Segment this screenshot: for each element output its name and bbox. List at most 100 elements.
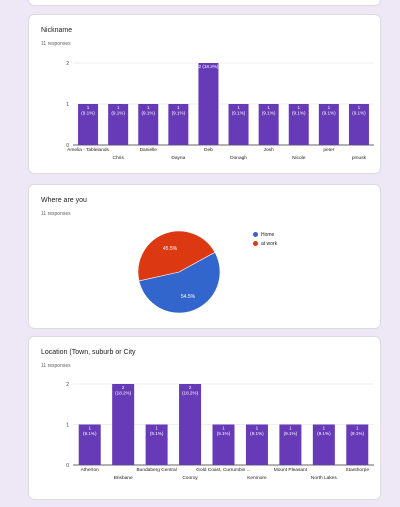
bar-data-label: 2 bbox=[189, 385, 192, 390]
bar-data-label: 1 bbox=[267, 105, 270, 110]
location-card: Location (Town, suburb or City 11 respon… bbox=[28, 336, 381, 500]
nickname-card: Nickname 11 responses 0 1 2 1 (9.1%) Amelia -… bbox=[28, 14, 381, 174]
pie-legend: Home at work bbox=[253, 230, 277, 248]
bar-data-label: 1 bbox=[289, 426, 292, 431]
legend-item-home[interactable]: Home bbox=[253, 230, 277, 239]
bar-data-label: 1 bbox=[88, 426, 91, 431]
bar-data-label: (18.2%) bbox=[115, 391, 132, 396]
responses-count: 11 responses bbox=[41, 211, 71, 217]
bar-data-label: 1 bbox=[323, 426, 326, 431]
x-tick-label: Mount Pleasant bbox=[274, 467, 308, 473]
x-tick-label: Dayna bbox=[171, 155, 185, 161]
bar-data-label: (18.2%) bbox=[182, 391, 199, 396]
bar-data-label: (9.1%) bbox=[292, 111, 306, 116]
x-tick-label: Cooroy bbox=[182, 475, 198, 481]
card-title: Where are you bbox=[41, 197, 87, 204]
bar bbox=[108, 104, 129, 145]
x-tick-label: Stanthorpe bbox=[346, 467, 370, 473]
bar-data-label: (9.1%) bbox=[83, 431, 97, 436]
responses-count: 11 responses bbox=[41, 363, 71, 369]
bar bbox=[78, 104, 99, 145]
bar-data-label: 2 bbox=[122, 385, 125, 390]
y-tick-label: 1 bbox=[66, 102, 69, 108]
bar-data-label: (9.1%) bbox=[172, 111, 186, 116]
y-tick-label: 0 bbox=[66, 463, 69, 469]
bar bbox=[78, 424, 101, 465]
bar bbox=[318, 104, 339, 145]
y-tick-label: 0 bbox=[66, 143, 69, 149]
bar bbox=[138, 104, 159, 145]
x-tick-label: Deb bbox=[204, 147, 213, 153]
bar-data-label: (9.1%) bbox=[232, 111, 246, 116]
legend-item-at-work[interactable]: at work bbox=[253, 239, 277, 248]
bar-data-label: (9.1%) bbox=[322, 111, 336, 116]
bar-data-label: (9.1%) bbox=[217, 431, 231, 436]
bar bbox=[145, 424, 168, 465]
bar-data-label: 1 bbox=[222, 426, 225, 431]
x-tick-label: Atherton bbox=[81, 467, 99, 473]
bar-data-label: (9.1%) bbox=[81, 111, 95, 116]
bar-data-label: 1 bbox=[356, 426, 359, 431]
bar-data-label: (9.1%) bbox=[141, 111, 155, 116]
bar bbox=[228, 104, 249, 145]
x-tick-label: Josh bbox=[264, 147, 274, 153]
y-tick-label: 2 bbox=[66, 61, 69, 67]
bar-data-label: 2 (18.2%) bbox=[198, 64, 218, 69]
pie-data-label: 45.5% bbox=[163, 246, 178, 252]
x-tick-label: Bundaberg Central bbox=[136, 467, 176, 473]
x-tick-label: Amelia - Tablelands bbox=[67, 147, 109, 153]
legend-label: at work bbox=[261, 240, 278, 247]
x-tick-label: peter bbox=[323, 147, 334, 153]
location-bar-chart: 0121(9.1%)Atherton2(18.2%)Brisbane1(9.1%… bbox=[66, 382, 374, 481]
bar bbox=[258, 104, 279, 145]
bar-data-label: 1 bbox=[297, 105, 300, 110]
bar bbox=[279, 424, 302, 465]
x-tick-label: Gold Coast, Currumbin ... bbox=[196, 467, 250, 473]
bar-data-label: (9.1%) bbox=[352, 111, 366, 116]
bar bbox=[168, 104, 189, 145]
bar-data-label: (9.1%) bbox=[150, 431, 164, 436]
bar bbox=[179, 384, 202, 465]
card-title: Nickname bbox=[41, 27, 73, 34]
bar bbox=[198, 63, 219, 145]
where-pie-chart: 54.5% 45.5% bbox=[137, 230, 221, 314]
legend-swatch bbox=[253, 232, 258, 237]
bar-data-label: 1 bbox=[155, 426, 158, 431]
bar-data-label: (9.1%) bbox=[250, 431, 264, 436]
pie-slice bbox=[137, 230, 216, 282]
bar bbox=[212, 424, 235, 465]
bar-data-label: (9.1%) bbox=[351, 431, 365, 436]
bar-data-label: 1 bbox=[237, 105, 240, 110]
bar bbox=[312, 424, 335, 465]
x-tick-label: Danielle bbox=[140, 147, 158, 153]
where-card: Where are you 11 responses 54.5% 45.5% Ho… bbox=[28, 184, 381, 329]
responses-count: 11 responses bbox=[41, 41, 71, 47]
bar-data-label: (9.1%) bbox=[262, 111, 276, 116]
bar-data-label: 1 bbox=[358, 105, 361, 110]
top-card-partial bbox=[28, 0, 381, 6]
bar-data-label: 1 bbox=[328, 105, 331, 110]
bar-data-label: 1 bbox=[256, 426, 259, 431]
x-tick-label: North Lakes bbox=[311, 475, 337, 481]
bar bbox=[112, 384, 135, 465]
bar-data-label: 1 bbox=[117, 105, 120, 110]
pie-data-label: 54.5% bbox=[181, 294, 196, 300]
bar-data-label: 1 bbox=[87, 105, 90, 110]
legend-label: Home bbox=[261, 231, 275, 238]
bar bbox=[245, 424, 268, 465]
bar bbox=[346, 424, 369, 465]
y-tick-label: 2 bbox=[66, 382, 69, 388]
y-tick-label: 1 bbox=[66, 423, 69, 429]
bar-data-label: (9.1%) bbox=[284, 431, 298, 436]
x-tick-label: pmusk bbox=[352, 155, 367, 161]
bar bbox=[288, 104, 309, 145]
bar-data-label: 1 bbox=[147, 105, 150, 110]
x-tick-label: Chris bbox=[113, 155, 125, 161]
x-tick-label: Donagh bbox=[230, 155, 247, 161]
bar-data-label: (9.1%) bbox=[317, 431, 331, 436]
pie-slice bbox=[138, 251, 221, 314]
x-tick-label: Brisbane bbox=[114, 475, 133, 481]
bar-data-label: 1 bbox=[177, 105, 180, 110]
legend-swatch bbox=[253, 241, 258, 246]
